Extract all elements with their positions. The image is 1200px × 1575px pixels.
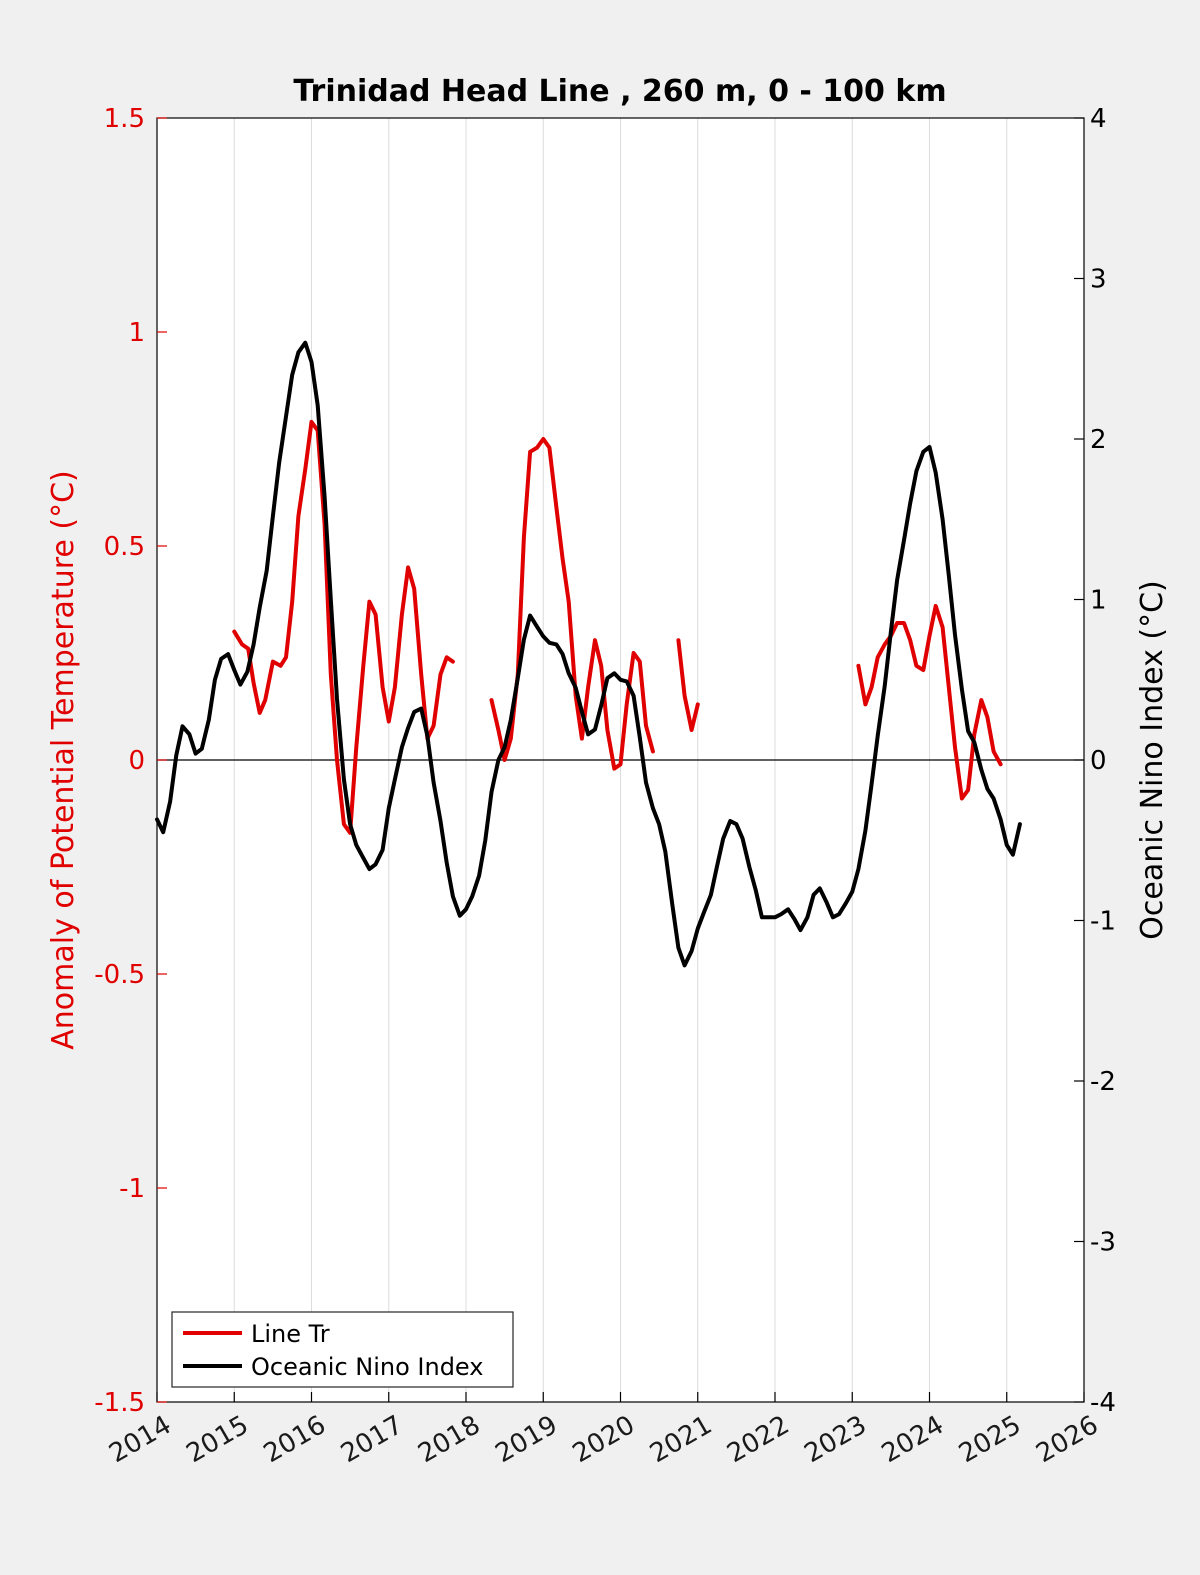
y-right-tick-label: 1 (1090, 586, 1107, 616)
y-right-tick-label: -3 (1090, 1228, 1116, 1258)
y-left-tick-label: 1.5 (104, 104, 145, 134)
y-left-tick-label: -1.5 (94, 1388, 145, 1418)
y-right-tick-label: -1 (1090, 907, 1116, 937)
y-right-tick-label: 3 (1090, 265, 1107, 295)
y-left-tick-label: -0.5 (94, 960, 145, 990)
y-left-tick-label: 1 (128, 318, 145, 348)
y-right-tick-label: 2 (1090, 425, 1107, 455)
y-left-tick-label: -1 (119, 1174, 145, 1204)
chart-title: Trinidad Head Line , 260 m, 0 - 100 km (293, 74, 946, 109)
y-left-tick-label: 0 (128, 746, 145, 776)
y-right-tick-label: 4 (1090, 104, 1107, 134)
legend: Line Tr Oceanic Nino Index (171, 1311, 514, 1388)
y-left-tick-label: 0.5 (104, 532, 145, 562)
y-axis-right-label: Oceanic Nino Index (°C) (1135, 580, 1170, 940)
series-line-tr-line (489, 437, 655, 771)
y-right-tick-label: -4 (1090, 1388, 1116, 1418)
legend-box (171, 1311, 514, 1388)
series-oni-line (155, 340, 1022, 968)
y-axis-left-label: Anomaly of Potential Temperature (°C) (46, 470, 81, 1049)
series-line-tr-line (232, 419, 455, 835)
series-line-tr-line (856, 603, 1003, 801)
y-right-tick-label: 0 (1090, 746, 1107, 776)
legend-label-oni: Oceanic Nino Index (251, 1353, 483, 1381)
series-line-tr-line (676, 638, 700, 732)
y-right-tick-label: -2 (1090, 1067, 1116, 1097)
legend-label-line-tr: Line Tr (251, 1320, 330, 1348)
series-lines (155, 340, 1022, 968)
